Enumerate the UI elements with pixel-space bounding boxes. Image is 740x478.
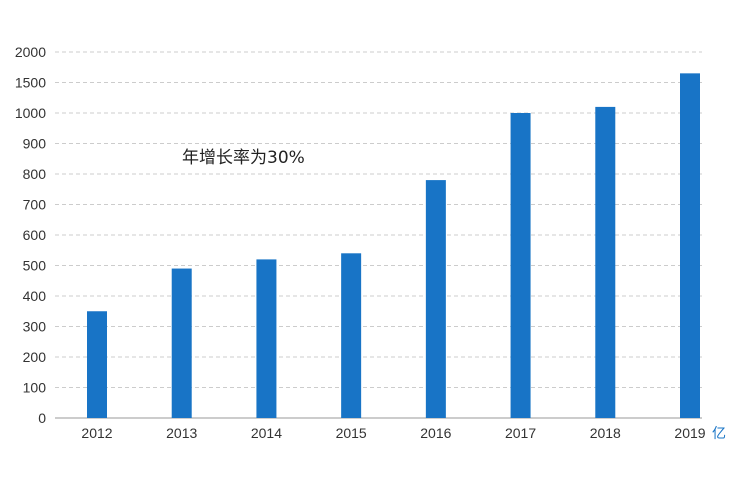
y-tick-label: 1000 (15, 105, 46, 121)
bar-2013 (171, 268, 192, 418)
y-tick-labels: 0 100 200 300 400 500 600 700 800 900 1000 1500 2000 (15, 44, 46, 426)
bar-2017 (510, 113, 531, 418)
x-tick-label: 2013 (166, 425, 197, 441)
bar-2019 (680, 73, 700, 418)
y-tick-label: 200 (23, 349, 47, 365)
y-tick-label: 0 (38, 410, 46, 426)
x-tick-label: 2012 (81, 425, 112, 441)
x-tick-label: 2018 (590, 425, 621, 441)
x-tick-labels: 2012 2013 2014 2015 2016 2017 2018 2019 (81, 425, 705, 441)
x-tick-label: 2017 (505, 425, 536, 441)
y-tick-label: 400 (23, 288, 47, 304)
bar-2014 (256, 259, 277, 418)
x-tick-label: 2015 (336, 425, 367, 441)
x-tick-label: 2014 (251, 425, 282, 441)
y-tick-label: 100 (23, 380, 47, 396)
bars (87, 73, 700, 419)
bar-2015 (341, 253, 362, 418)
x-tick-label: 2016 (420, 425, 451, 441)
y-tick-label: 700 (23, 197, 47, 213)
bar-2018 (595, 106, 616, 419)
y-tick-label: 800 (23, 166, 47, 182)
y-tick-label: 1500 (15, 75, 46, 91)
y-tick-label: 600 (23, 227, 47, 243)
bar-2016 (425, 180, 446, 418)
y-tick-label: 900 (23, 136, 47, 152)
grid-lines (55, 51, 702, 388)
bar-2012 (87, 311, 107, 418)
unit-label: 亿 (712, 426, 726, 442)
x-tick-label: 2019 (674, 425, 705, 441)
y-tick-label: 2000 (15, 44, 46, 60)
y-tick-label: 500 (23, 258, 47, 274)
growth-rate-annotation: 年增长率为30% (182, 148, 305, 168)
y-tick-label: 300 (23, 319, 47, 335)
